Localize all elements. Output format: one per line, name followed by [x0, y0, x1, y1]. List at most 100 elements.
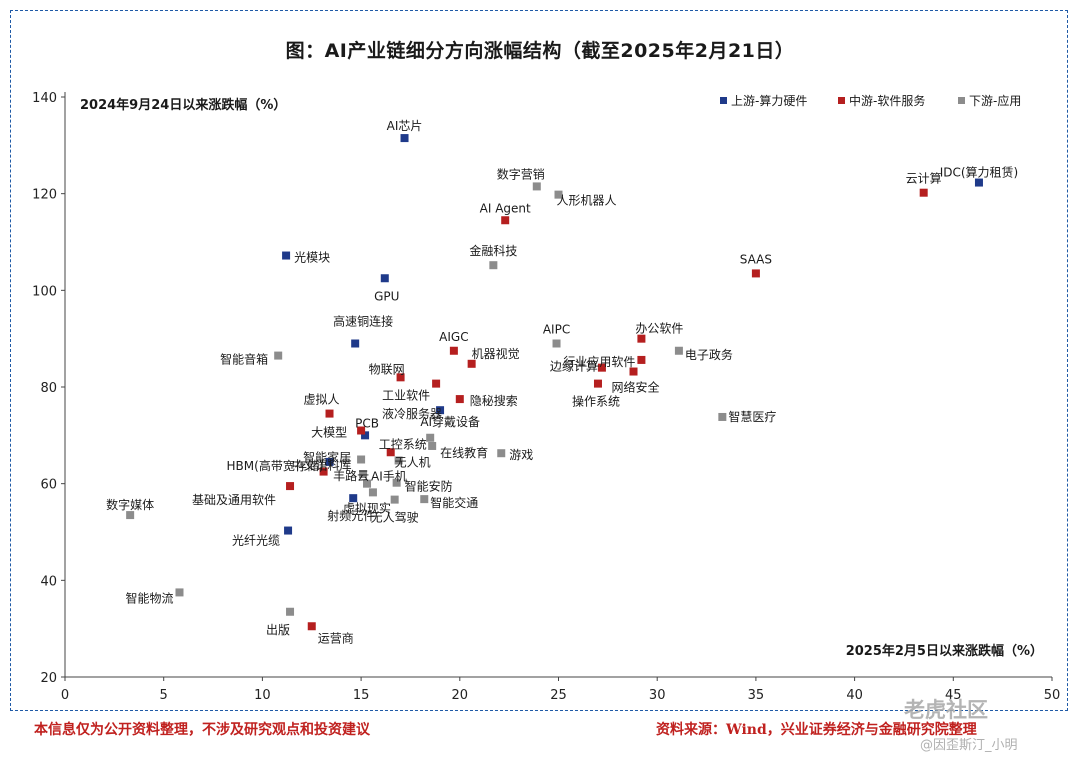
data-point — [552, 339, 561, 348]
data-point — [363, 479, 372, 488]
data-point — [368, 488, 377, 497]
legend-label: 下游-应用 — [969, 93, 1021, 108]
data-point — [751, 269, 760, 278]
point-label: AI穿戴设备 — [420, 414, 480, 429]
data-point — [390, 495, 399, 504]
legend-swatch — [958, 97, 965, 104]
point-label: AIGC — [439, 330, 468, 344]
data-point — [467, 359, 476, 368]
data-point — [974, 178, 983, 187]
x-tick-label: 0 — [61, 688, 69, 703]
point-label: 无人机 — [395, 455, 431, 469]
data-point — [386, 448, 395, 457]
data-point — [325, 409, 334, 418]
data-point — [501, 216, 510, 225]
point-label: 行业应用软件 — [563, 354, 635, 369]
data-point — [274, 351, 283, 360]
data-point — [436, 406, 445, 415]
y-tick-label: 60 — [40, 478, 57, 493]
point-label: 智能音箱 — [220, 352, 268, 367]
y-tick-label: 100 — [32, 284, 57, 299]
data-point — [593, 379, 602, 388]
data-point — [426, 433, 435, 442]
data-point — [400, 134, 409, 143]
data-point — [554, 190, 563, 199]
chart-frame — [10, 10, 1068, 711]
data-point — [175, 588, 184, 597]
legend-label: 上游-算力硬件 — [731, 93, 807, 108]
point-label: 虚拟现实 — [343, 500, 391, 515]
point-label: 数字营销 — [497, 166, 545, 181]
point-label: AI手机 — [371, 470, 407, 484]
point-label: 丰路云 — [333, 468, 369, 483]
data-point — [455, 395, 464, 404]
data-point — [432, 379, 441, 388]
point-label: 光纤光缆 — [232, 534, 280, 548]
data-point — [394, 456, 403, 465]
data-point — [392, 478, 401, 487]
watermark-user: @因歪斯汀_小明 — [920, 738, 1018, 753]
x-tick-label: 40 — [846, 688, 863, 703]
data-point — [919, 188, 928, 197]
y-tick-label: 80 — [40, 381, 57, 396]
point-label: 基础及通用软件 — [192, 493, 276, 507]
point-label: 光模块 — [294, 251, 330, 265]
point-label: SAAS — [740, 252, 772, 266]
point-label: 云计算 — [906, 171, 942, 186]
point-label: 隐秘搜索 — [470, 393, 518, 408]
point-label: 边缘计算 — [550, 359, 598, 374]
point-label: 工控系统 — [379, 437, 427, 451]
point-label: 射频元件 — [327, 508, 375, 523]
point-label: 智能家居 — [303, 450, 351, 465]
point-label: PCB — [355, 416, 379, 430]
data-point — [351, 339, 360, 348]
data-point — [282, 251, 291, 260]
data-point — [532, 182, 541, 191]
data-point — [357, 426, 366, 435]
data-point — [349, 494, 358, 503]
data-point — [637, 355, 646, 364]
y-tick-label: 120 — [32, 188, 57, 203]
data-point — [489, 261, 498, 270]
data-point — [449, 346, 458, 355]
point-label: 智能安防 — [405, 479, 453, 494]
data-point — [357, 455, 366, 464]
data-point — [319, 467, 328, 476]
y-axis-label: 2024年9月24日以来涨跌幅（%） — [80, 97, 286, 113]
data-point — [629, 367, 638, 376]
data-point — [284, 526, 293, 535]
data-point — [718, 412, 727, 421]
point-label: 操作系统 — [572, 394, 620, 409]
point-label: 高速铜连接 — [333, 314, 393, 329]
point-label: 运营商 — [318, 630, 354, 645]
point-label: 数字媒体 — [106, 497, 154, 512]
x-tick-label: 35 — [748, 688, 765, 703]
point-label: 电子政务 — [685, 347, 733, 362]
watermark-brand: 老虎社区 — [904, 698, 988, 722]
x-tick-label: 45 — [945, 688, 962, 703]
point-label: 无人驾驶 — [371, 510, 419, 525]
point-label: 工业软件 — [382, 389, 430, 403]
point-label: 智能物流 — [125, 590, 173, 605]
x-tick-label: 15 — [353, 688, 370, 703]
x-tick-label: 20 — [452, 688, 469, 703]
legend-swatch — [838, 97, 845, 104]
disclaimer-text: 本信息仅为公开资料整理，不涉及研究观点和投资建议 — [34, 722, 370, 738]
legend-label: 中游-软件服务 — [849, 93, 925, 108]
data-point — [497, 449, 506, 458]
point-label: HBM(高带宽存储) — [227, 458, 324, 473]
point-label: AI芯片 — [387, 119, 423, 133]
data-point — [597, 363, 606, 372]
legend-swatch — [720, 97, 727, 104]
x-axis-label: 2025年2月5日以来涨跌幅（%） — [846, 643, 1043, 659]
point-label: 网络安全 — [612, 380, 660, 395]
data-point — [126, 511, 135, 520]
data-point — [361, 431, 370, 440]
data-point — [325, 457, 334, 466]
y-tick-label: 40 — [40, 574, 57, 589]
point-label: 人形机器人 — [556, 194, 616, 208]
data-point — [286, 482, 295, 491]
point-label: IDC(算力租赁) — [940, 165, 1019, 180]
x-tick-label: 5 — [160, 688, 168, 703]
point-label: 虚拟人 — [304, 393, 340, 407]
